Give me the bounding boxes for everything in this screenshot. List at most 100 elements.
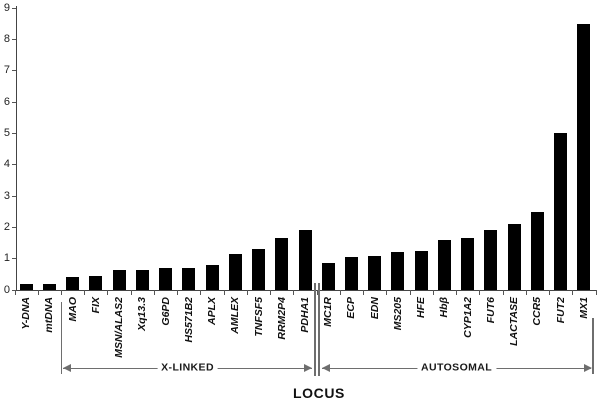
bar-fix <box>89 275 103 290</box>
x-tick <box>153 290 155 295</box>
bar-mao <box>66 277 80 290</box>
x-tick-label-fut2: FUT2 <box>554 297 567 324</box>
y-tick-label: 9 <box>3 1 10 14</box>
y-tick-label: 6 <box>3 95 10 108</box>
bar-tnfsf5 <box>252 249 266 290</box>
y-tick <box>12 289 16 291</box>
x-tick-label-cyp1a2: CYP1A2 <box>461 297 474 338</box>
x-tick-label-ms205: MS205 <box>391 297 404 331</box>
x-tick-label-mao: MAO <box>66 297 79 322</box>
group-label-autosomal: AUTOSOMAL <box>417 361 497 375</box>
x-tick-label-fut6: FUT6 <box>484 297 497 324</box>
group-start-terminator <box>60 302 63 374</box>
y-tick-label: 8 <box>3 32 10 45</box>
bar-hs571b2 <box>182 268 196 290</box>
x-tick <box>246 290 248 295</box>
bar-msn-alas2 <box>112 269 126 290</box>
bar-ccr5 <box>530 211 544 290</box>
y-tick-label: 0 <box>3 283 10 296</box>
x-tick-label-tnfsf5: TNFSF5 <box>252 297 265 337</box>
bar-mc1r <box>321 263 335 290</box>
x-tick <box>549 290 551 295</box>
x-tick <box>84 290 86 295</box>
x-tick-label-mtdna: mtDNA <box>43 297 56 333</box>
x-tick-label-g6pd: G6PD <box>159 297 172 326</box>
bar-ms205 <box>391 252 405 290</box>
group-divider-line-2 <box>318 283 320 376</box>
bar-y-dna <box>19 283 33 290</box>
x-tick-label-y-dna: Y-DNA <box>20 297 33 330</box>
y-tick <box>12 132 16 134</box>
bar-rrm2p4 <box>275 238 289 290</box>
x-tick-label-mc1r: MC1R <box>322 297 335 327</box>
x-axis-line <box>15 290 597 291</box>
x-axis-title: LOCUS <box>293 385 345 401</box>
bar-amlex <box>228 253 242 290</box>
x-tick <box>409 290 411 295</box>
x-tick <box>293 290 295 295</box>
group-divider-line-1 <box>314 283 316 376</box>
y-tick-label: 2 <box>3 220 10 233</box>
x-tick <box>432 290 434 295</box>
x-tick-label-ccr5: CCR5 <box>531 297 544 326</box>
arrowhead-left-autosomal <box>321 364 330 372</box>
group-end-terminator <box>592 318 594 374</box>
y-tick <box>12 164 16 166</box>
x-tick <box>223 290 225 295</box>
y-tick-label: 3 <box>3 189 10 202</box>
x-tick-label-fix: FIX <box>89 297 102 314</box>
bar-hb <box>437 239 451 290</box>
arrowhead-left-x-linked <box>62 364 71 372</box>
x-tick <box>60 290 62 295</box>
x-tick <box>525 290 527 295</box>
x-tick <box>107 290 109 295</box>
bar-ecp <box>344 257 358 290</box>
bar-edn <box>368 255 382 290</box>
x-tick <box>177 290 179 295</box>
x-tick-label-rrm2p4: RRM2P4 <box>275 297 288 340</box>
arrowhead-right-autosomal <box>583 364 592 372</box>
y-tick <box>12 195 16 197</box>
x-tick-label-msn-alas2: MSN/ALAS2 <box>113 297 126 358</box>
x-tick-label-lactase: LACTASE <box>508 297 521 346</box>
bar-pdha1 <box>298 230 312 290</box>
x-tick <box>456 290 458 295</box>
bar-lactase <box>507 224 521 290</box>
bar-fut6 <box>484 230 498 290</box>
y-tick-label: 5 <box>3 126 10 139</box>
arrowhead-right-x-linked <box>304 364 313 372</box>
bar-fut2 <box>554 133 568 290</box>
x-tick <box>37 290 39 295</box>
y-axis-line <box>16 6 17 291</box>
x-tick-label-hfe: HFE <box>415 297 428 318</box>
y-tick <box>12 38 16 40</box>
y-tick <box>12 101 16 103</box>
x-tick <box>130 290 132 295</box>
x-tick <box>270 290 272 295</box>
x-tick-label-amlex: AMLEX <box>229 297 242 334</box>
bar-xq13-3 <box>135 269 149 290</box>
y-tick-label: 1 <box>3 252 10 265</box>
bar-mtdna <box>42 283 56 290</box>
x-tick-label-xq13-3: Xq13.3 <box>136 297 149 331</box>
x-tick-label-edn: EDN <box>368 297 381 320</box>
x-tick <box>502 290 504 295</box>
x-tick <box>316 290 318 295</box>
x-tick <box>14 290 16 295</box>
x-tick-label-hb: Hbβ <box>438 297 451 318</box>
x-tick-label-hs571b2: HS571B2 <box>182 297 195 343</box>
y-tick <box>12 258 16 260</box>
y-tick-label: 7 <box>3 64 10 77</box>
bar-g6pd <box>159 268 173 290</box>
x-tick <box>386 290 388 295</box>
x-tick-label-pdha1: PDHA1 <box>299 297 311 333</box>
y-tick-label: 4 <box>3 158 10 171</box>
x-tick-label-mx1: MX1 <box>577 297 590 319</box>
y-tick <box>12 226 16 228</box>
x-tick-label-ecp: ECP <box>345 297 358 319</box>
y-tick <box>12 7 16 9</box>
bar-cyp1a2 <box>461 238 475 290</box>
x-tick <box>339 290 341 295</box>
x-tick <box>363 290 365 295</box>
x-tick-label-aplx: APLX <box>206 297 219 326</box>
